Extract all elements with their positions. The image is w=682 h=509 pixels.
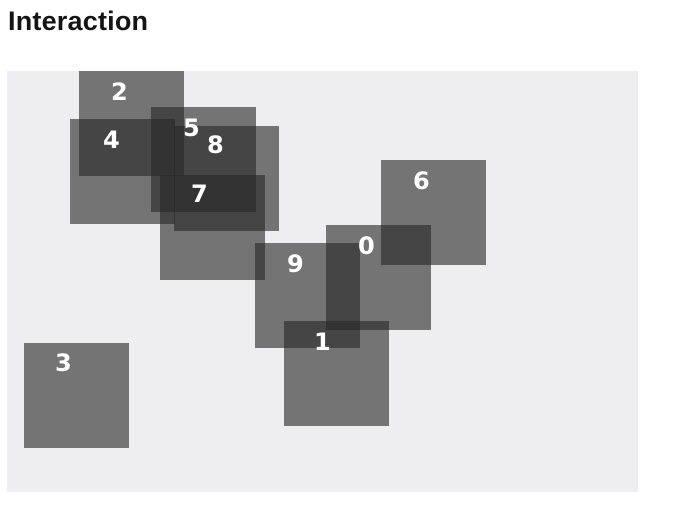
interaction-canvas[interactable]: 2 4 5 8 7 6 9 0 1 3 <box>7 71 638 492</box>
draggable-square-1[interactable] <box>284 321 389 426</box>
draggable-square-0[interactable] <box>326 225 431 330</box>
section-title: Interaction <box>8 6 149 36</box>
draggable-square-8[interactable] <box>174 126 279 231</box>
draggable-square-3[interactable] <box>24 343 129 448</box>
